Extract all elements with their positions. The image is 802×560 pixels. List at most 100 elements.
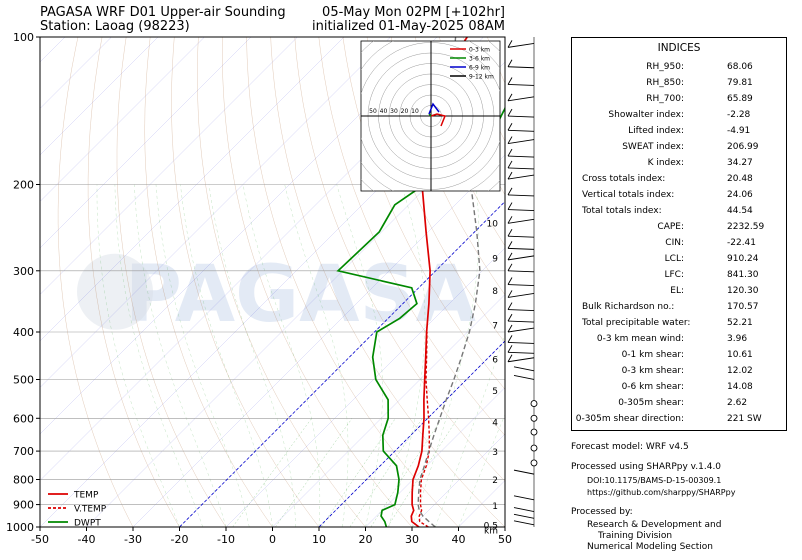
wind-barb-flag bbox=[507, 228, 513, 237]
dry-adiabat bbox=[342, 37, 505, 390]
indices-title: INDICES bbox=[657, 42, 701, 54]
index-value: 206.99 bbox=[727, 142, 759, 152]
index-label: 0-6 km shear: bbox=[621, 382, 684, 392]
division-label-2: Training Division bbox=[598, 531, 673, 541]
moist-adiabat bbox=[284, 184, 349, 527]
index-row: 0-305m shear: 2.62 bbox=[572, 398, 786, 410]
isotherm bbox=[40, 37, 159, 156]
plot-area: PAGASA bbox=[40, 37, 505, 527]
hodograph-legend-label: 6-9 km bbox=[469, 65, 490, 72]
index-label: Bulk Richardson no.: bbox=[582, 302, 675, 312]
watermark-logo bbox=[77, 253, 153, 330]
index-label: LCL: bbox=[664, 254, 684, 264]
height-km-label: 0.5 bbox=[484, 522, 498, 532]
x-tick-label: -50 bbox=[31, 533, 49, 546]
wind-barb bbox=[507, 327, 535, 333]
index-value: 910.24 bbox=[727, 254, 759, 264]
wind-barb bbox=[507, 129, 535, 132]
hodograph-ring-label: 30 bbox=[390, 108, 398, 115]
index-label: 0-3 km shear: bbox=[621, 366, 684, 376]
dry-adiabat bbox=[390, 37, 505, 296]
calm-wind-marker bbox=[530, 444, 538, 452]
index-label: 0-1 km shear: bbox=[621, 350, 684, 360]
index-row: Cross totals index: 20.48 bbox=[572, 174, 786, 186]
index-label: 0-305m shear direction: bbox=[575, 414, 684, 424]
height-km-label: 7 bbox=[492, 322, 498, 332]
isotherm bbox=[272, 294, 505, 527]
dry-adiabat bbox=[366, 37, 505, 343]
index-row: RH_950: 68.06 bbox=[572, 62, 786, 74]
index-row: 0-6 km shear: 14.08 bbox=[572, 382, 786, 394]
hodograph-ring-label: 50 bbox=[369, 108, 377, 115]
index-row: 0-305m shear direction: 221 SW bbox=[572, 414, 786, 426]
watermark: PAGASA bbox=[125, 250, 476, 340]
index-value: 2.62 bbox=[727, 398, 748, 408]
isotherm bbox=[411, 433, 505, 527]
isotherm bbox=[40, 37, 438, 435]
height-km-label: 1 bbox=[492, 502, 498, 512]
index-value: 52.21 bbox=[727, 318, 753, 328]
index-label: RH_950: bbox=[646, 62, 684, 72]
index-row: Total precipitable water: 52.21 bbox=[572, 318, 786, 330]
moist-adiabat bbox=[411, 184, 480, 527]
wind-barb-flag bbox=[507, 290, 513, 298]
y-tick-label: 600 bbox=[13, 412, 34, 425]
wind-barb bbox=[507, 167, 535, 170]
index-value: 68.06 bbox=[727, 62, 753, 72]
y-tick-label: 800 bbox=[13, 474, 34, 487]
wind-barb-flag bbox=[507, 93, 513, 102]
wind-barb-flag bbox=[507, 324, 513, 333]
wind-barb-flag bbox=[507, 241, 513, 249]
wind-barb bbox=[507, 115, 535, 118]
dry-adiabat bbox=[222, 37, 413, 527]
hodograph: 50 40 30 20 10 0-3 km 3-6 km 6-9 km 9-12 km bbox=[360, 40, 501, 192]
reference-isotherm bbox=[178, 200, 505, 527]
reference-isotherm bbox=[318, 340, 505, 527]
hodograph-ring-label: 20 bbox=[401, 108, 409, 115]
y-tick-label: 700 bbox=[13, 445, 34, 458]
wind-barb bbox=[507, 292, 535, 298]
wind-barb bbox=[507, 96, 535, 102]
hodograph-ring-label: 40 bbox=[380, 108, 388, 115]
y-tick-label: 200 bbox=[13, 179, 34, 192]
dry-adiabat bbox=[144, 37, 273, 527]
wind-barb-flag bbox=[507, 40, 513, 48]
x-tick-label: 10 bbox=[312, 533, 326, 546]
init-time-label: initialized 01-May-2025 08AM bbox=[311, 19, 505, 34]
index-row: Bulk Richardson no.: 170.57 bbox=[572, 302, 786, 314]
index-value: 120.30 bbox=[727, 286, 759, 296]
index-row: Showalter index: -2.28 bbox=[572, 110, 786, 122]
moist-adiabat bbox=[435, 333, 505, 527]
legend-label: TEMP bbox=[73, 491, 99, 501]
processed-using-label: Processed using SHARPpy v.1.4.0 bbox=[571, 462, 722, 472]
moist-adiabat bbox=[180, 184, 273, 527]
wind-barb bbox=[513, 495, 535, 501]
wind-barb bbox=[507, 247, 535, 250]
legend-label: DWPT bbox=[74, 519, 101, 529]
y-tick-label: 100 bbox=[13, 31, 34, 44]
index-value: 10.61 bbox=[727, 350, 753, 360]
index-value: 841.30 bbox=[727, 270, 759, 280]
wind-barb-flag bbox=[507, 187, 513, 196]
wind-barb-flag bbox=[507, 202, 513, 210]
index-value: 221 SW bbox=[727, 414, 762, 424]
wind-barb-flag bbox=[507, 263, 513, 272]
index-row: K index: 34.27 bbox=[572, 158, 786, 170]
isotherm bbox=[40, 37, 252, 249]
x-tick-label: 0 bbox=[269, 533, 276, 546]
wind-barb-flag bbox=[507, 171, 513, 180]
wind-barb-flag bbox=[507, 345, 513, 353]
wind-barb bbox=[507, 309, 535, 312]
chart-title: PAGASA WRF D01 Upper-air Sounding bbox=[40, 5, 286, 20]
calm-wind-marker bbox=[530, 459, 538, 467]
wind-barb bbox=[507, 284, 535, 286]
index-value: -22.41 bbox=[727, 238, 757, 248]
isotherm bbox=[365, 387, 505, 527]
hodograph-rings bbox=[361, 41, 500, 191]
wind-barb-flag bbox=[507, 302, 513, 310]
wind-barb-flag bbox=[507, 252, 513, 261]
index-row: CAPE: 2232.59 bbox=[572, 222, 786, 234]
wind-barb bbox=[507, 194, 535, 197]
wind-barb-flag bbox=[507, 123, 513, 131]
chart-legend: TEMP V.TEMP DWPT bbox=[48, 491, 107, 529]
